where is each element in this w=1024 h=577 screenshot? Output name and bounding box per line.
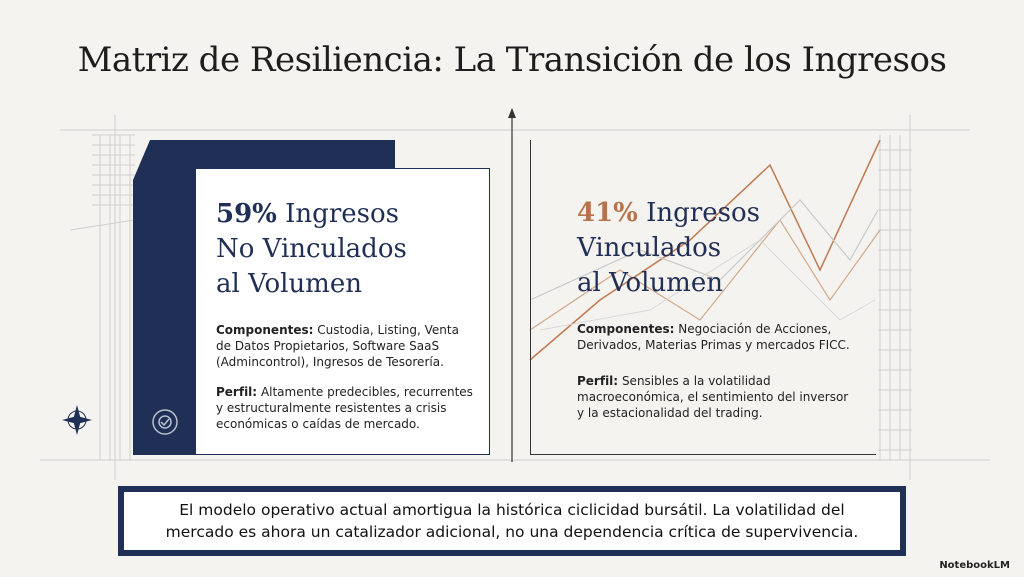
panel-heading: 59% Ingresos No Vinculados al Volumen [216,197,475,302]
components: Componentes: Custodia, Listing, Venta de… [216,322,475,370]
profile: Perfil: Sensibles a la volatilidad macro… [577,373,856,421]
components: Componentes: Negociación de Acciones, De… [577,321,856,353]
left-panel: 59% Ingresos No Vinculados al Volumen Co… [195,168,490,455]
panel-heading: 41% Ingresos Vinculados al Volumen [577,196,856,301]
heading-line: al Volumen [577,268,723,298]
footer-text: El modelo operativo actual amortigua la … [123,491,901,551]
title: Matriz de Resiliencia: La Transición de … [77,40,947,80]
percent: 59% [216,199,277,229]
label: Componentes: [577,322,675,336]
heading-line: Vinculados [577,233,722,263]
label: Perfil: [577,374,619,388]
text: Custodia, Listing, Venta de Datos Propie… [216,323,459,369]
footer-box: El modelo operativo actual amortigua la … [118,486,906,556]
brand: NotebookLM [939,560,1010,571]
heading-line: Ingresos [646,198,760,228]
text: Altamente predecibles, recurrentes y est… [216,385,473,431]
label: Componentes: [216,323,314,337]
profile: Perfil: Altamente predecibles, recurrent… [216,384,475,432]
heading-line: Ingresos [285,199,399,229]
heading-line: al Volumen [216,269,362,299]
text: Negociación de Acciones, Derivados, Mate… [577,322,850,352]
label: Perfil: [216,385,258,399]
right-panel: 41% Ingresos Vinculados al Volumen Compo… [530,140,876,455]
percent: 41% [577,198,638,228]
heading-line: No Vinculados [216,234,407,264]
text: Sensibles a la volatilidad macroeconómic… [577,374,849,420]
